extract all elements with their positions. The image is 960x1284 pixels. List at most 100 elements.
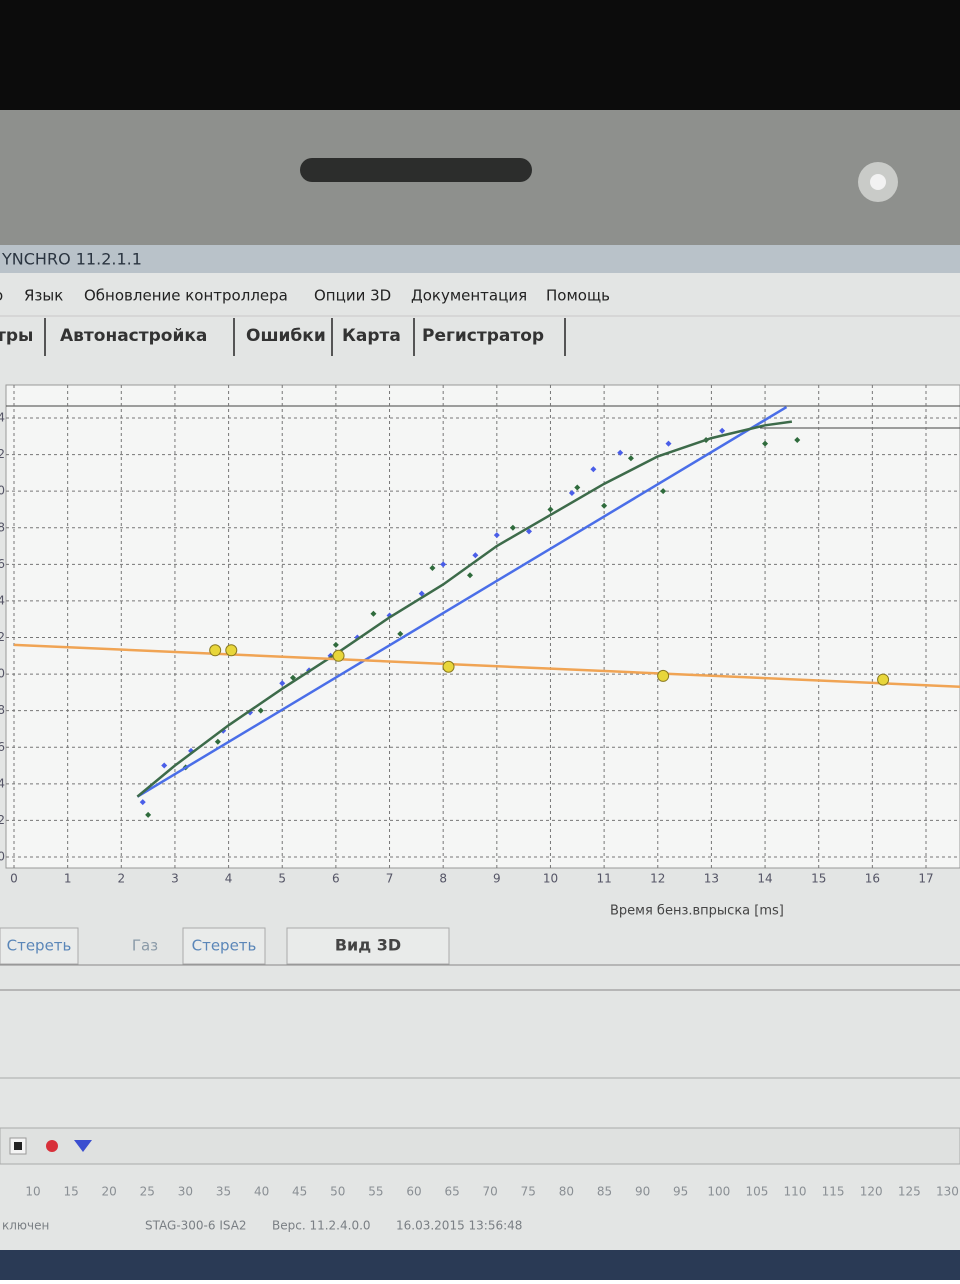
button-label[interactable]: Вид 3D xyxy=(335,936,401,955)
menu-item[interactable]: Язык xyxy=(24,287,63,305)
y-tick-label: 12 xyxy=(0,630,5,644)
status-text: 16.03.2015 13:56:48 xyxy=(396,1219,522,1233)
timeline-label: 80 xyxy=(559,1185,574,1199)
status-text: ключен xyxy=(2,1219,49,1233)
y-tick-label: 16 xyxy=(0,557,5,571)
camera-lens xyxy=(870,174,886,190)
toolbar xyxy=(0,1127,960,1165)
tab[interactable]: Ошибки xyxy=(246,326,326,346)
timeline-label: 85 xyxy=(597,1185,612,1199)
menu-item[interactable]: о xyxy=(0,287,3,305)
y-tick-label: 18 xyxy=(0,520,5,534)
data-point xyxy=(440,561,447,568)
record-button[interactable] xyxy=(46,1140,58,1152)
status-text: STAG-300-6 ISA2 xyxy=(145,1219,247,1233)
button[interactable] xyxy=(0,927,79,965)
curve xyxy=(136,420,793,798)
menu-item[interactable]: Документация xyxy=(411,287,527,305)
timeline-label: 15 xyxy=(63,1185,78,1199)
y-tick-label: 6 xyxy=(0,740,5,754)
x-tick-label: 4 xyxy=(225,872,233,886)
map-point[interactable] xyxy=(332,649,345,662)
map-point[interactable] xyxy=(209,644,222,657)
map-point[interactable] xyxy=(877,673,890,686)
menu-item[interactable]: Помощь xyxy=(546,287,610,305)
data-point xyxy=(429,564,436,571)
label: Газ xyxy=(132,937,158,955)
y-tick-label: 22 xyxy=(0,447,5,461)
x-axis-title: Время бенз.впрыска [ms] xyxy=(610,904,784,919)
x-tick-label: 5 xyxy=(278,872,286,886)
timeline-label: 55 xyxy=(368,1185,383,1199)
tab[interactable]: Регистратор xyxy=(422,326,544,346)
timeline-label: 60 xyxy=(406,1185,421,1199)
menu-item[interactable]: Опции 3D xyxy=(314,287,391,305)
timeline-label: 65 xyxy=(444,1185,459,1199)
data-point xyxy=(370,610,377,617)
button-label[interactable]: Стереть xyxy=(7,937,72,955)
data-point xyxy=(568,489,575,496)
x-tick-label: 3 xyxy=(171,872,179,886)
timeline-label: 105 xyxy=(745,1185,768,1199)
taskbar xyxy=(0,1250,960,1280)
window-title: YNCHRO 11.2.1.1 xyxy=(1,250,142,269)
timeline-label: 30 xyxy=(178,1185,193,1199)
timeline-label: 130 xyxy=(936,1185,959,1199)
button-label[interactable]: Стереть xyxy=(192,937,257,955)
x-tick-label: 12 xyxy=(650,872,665,886)
data-point xyxy=(397,630,404,637)
timeline-label: 115 xyxy=(822,1185,845,1199)
x-tick-label: 15 xyxy=(811,872,826,886)
y-tick-label: 2 xyxy=(0,813,5,827)
y-tick-label: 4 xyxy=(0,776,5,790)
data-point xyxy=(574,484,581,491)
data-point xyxy=(719,427,726,434)
status-text: Верс. 11.2.4.0.0 xyxy=(272,1219,371,1233)
x-tick-label: 0 xyxy=(10,872,18,886)
button[interactable] xyxy=(286,927,450,965)
title-bar xyxy=(0,245,960,273)
timeline-label: 40 xyxy=(254,1185,269,1199)
curve xyxy=(136,405,788,798)
data-point xyxy=(665,440,672,447)
data-point xyxy=(467,572,473,579)
x-tick-label: 11 xyxy=(596,872,611,886)
x-tick-label: 17 xyxy=(918,872,933,886)
y-tick-label: 0 xyxy=(0,850,5,864)
timeline-label: 100 xyxy=(707,1185,730,1199)
x-tick-label: 8 xyxy=(439,872,447,886)
y-tick-label: 10 xyxy=(0,667,5,681)
tab[interactable]: Карта xyxy=(342,326,401,346)
timeline-label: 95 xyxy=(673,1185,688,1199)
map-point[interactable] xyxy=(225,644,238,657)
data-point xyxy=(145,811,152,818)
tab[interactable]: тры xyxy=(0,326,33,346)
data-point xyxy=(547,506,554,513)
timeline-label: 110 xyxy=(784,1185,807,1199)
map-point[interactable] xyxy=(657,669,670,682)
x-tick-label: 7 xyxy=(386,872,394,886)
data-point xyxy=(660,488,667,495)
data-point xyxy=(257,707,264,714)
data-point xyxy=(279,680,286,687)
map-point[interactable] xyxy=(442,660,455,673)
timeline-label: 10 xyxy=(25,1185,40,1199)
curve xyxy=(13,643,960,688)
x-tick-label: 10 xyxy=(543,872,558,886)
download-button[interactable] xyxy=(74,1140,92,1152)
data-point xyxy=(509,524,516,531)
data-point xyxy=(794,436,801,443)
data-point xyxy=(590,466,597,473)
menu-item[interactable]: Обновление контроллера xyxy=(84,287,288,305)
button[interactable] xyxy=(182,927,266,965)
data-point xyxy=(762,440,769,447)
bezel-top xyxy=(0,0,960,110)
timeline-label: 20 xyxy=(102,1185,117,1199)
data-point xyxy=(332,641,339,648)
data-point xyxy=(617,449,624,456)
x-tick-label: 13 xyxy=(704,872,719,886)
tab[interactable]: Автонастройка xyxy=(60,326,207,346)
timeline-label: 120 xyxy=(860,1185,883,1199)
data-point xyxy=(472,552,479,559)
